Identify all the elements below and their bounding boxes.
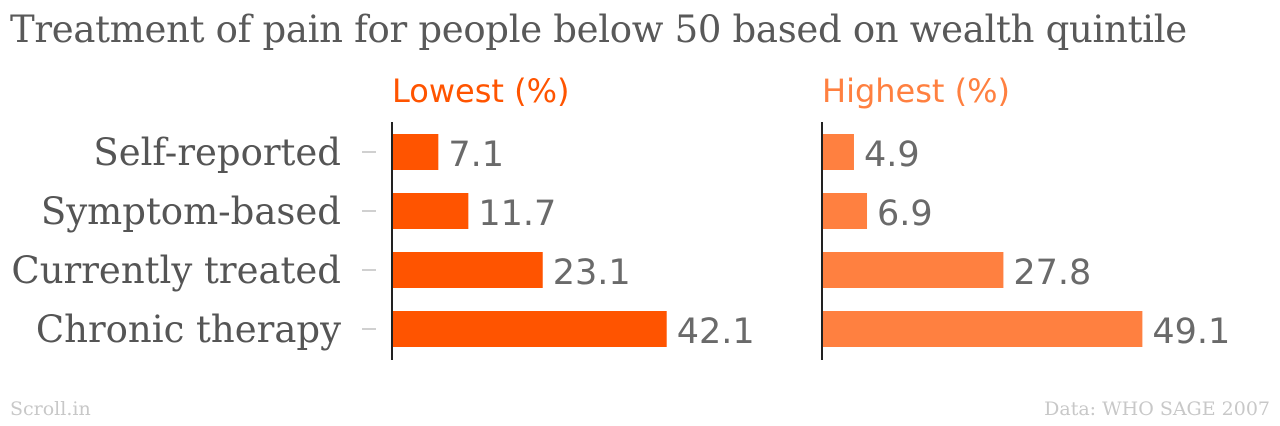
bar	[392, 193, 469, 229]
category-label: Self-reported	[93, 131, 341, 174]
bar	[822, 193, 868, 229]
source-label: Data: WHO SAGE 2007	[1044, 398, 1270, 420]
value-label: 27.8	[1013, 253, 1091, 293]
value-label: 4.9	[864, 135, 920, 175]
series-header: Lowest (%)	[392, 72, 569, 110]
bar	[392, 252, 543, 288]
bar	[392, 134, 439, 170]
bar	[822, 134, 854, 170]
chart-title: Treatment of pain for people below 50 ba…	[10, 8, 1187, 51]
value-label: 23.1	[553, 253, 631, 293]
value-label: 6.9	[877, 194, 933, 234]
bar	[822, 252, 1004, 288]
bar	[822, 311, 1143, 347]
value-label: 7.1	[448, 135, 504, 175]
brand-label: Scroll.in	[10, 398, 91, 420]
category-label: Symptom-based	[41, 190, 341, 233]
value-label: 11.7	[478, 194, 556, 234]
category-label: Chronic therapy	[36, 308, 341, 351]
value-label: 42.1	[677, 312, 755, 352]
category-label: Currently treated	[11, 249, 341, 292]
series-header: Highest (%)	[822, 72, 1010, 110]
bar	[392, 311, 667, 347]
value-label: 49.1	[1152, 312, 1230, 352]
